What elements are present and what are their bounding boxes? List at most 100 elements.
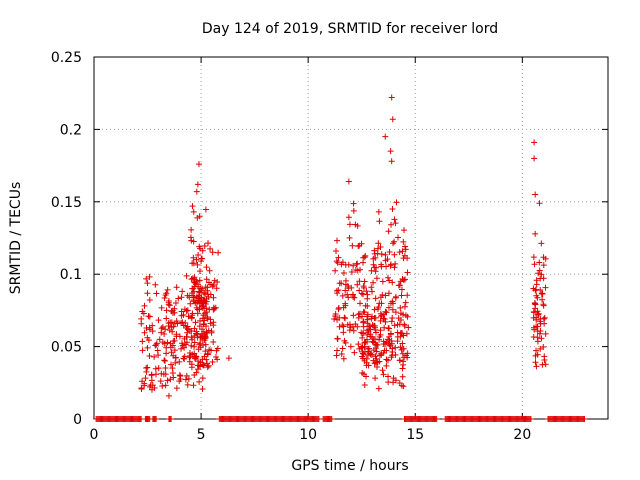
data-point <box>381 315 388 322</box>
data-point <box>372 375 379 382</box>
data-point <box>361 381 368 388</box>
data-point <box>385 290 392 297</box>
data-point <box>177 373 184 380</box>
data-point <box>533 363 540 370</box>
data-point <box>165 320 172 327</box>
data-point <box>203 295 210 302</box>
data-point <box>371 315 378 322</box>
data-point <box>191 339 198 346</box>
data-point <box>334 316 341 323</box>
data-point <box>210 304 217 311</box>
data-point <box>214 278 221 285</box>
data-point <box>151 353 158 360</box>
data-point <box>379 367 386 374</box>
data-point <box>169 309 176 316</box>
data-point <box>155 365 162 372</box>
data-point <box>201 317 208 324</box>
data-point <box>532 301 539 308</box>
data-point <box>196 378 203 385</box>
data-point <box>533 281 540 288</box>
data-point <box>215 249 222 256</box>
x-tick-label: 0 <box>90 427 99 443</box>
data-point <box>542 330 549 337</box>
data-point <box>370 357 377 364</box>
data-point <box>143 275 150 282</box>
data-point <box>433 416 440 422</box>
data-point <box>182 341 189 348</box>
data-point <box>402 246 409 253</box>
data-point <box>346 321 353 328</box>
data-point <box>168 324 175 331</box>
x-tick-label: 20 <box>513 427 531 443</box>
data-point <box>175 295 182 302</box>
data-point <box>339 322 346 329</box>
x-tick-label: 5 <box>197 427 206 443</box>
grid-lines <box>94 57 608 419</box>
data-point <box>171 337 178 344</box>
data-point <box>541 353 548 360</box>
data-point <box>141 329 148 336</box>
data-point <box>539 296 546 303</box>
data-point <box>189 351 196 358</box>
x-tick-label: 10 <box>299 427 317 443</box>
data-point <box>178 312 185 319</box>
data-point <box>162 382 169 389</box>
data-point <box>176 358 183 365</box>
data-point <box>331 316 338 323</box>
data-point <box>373 364 380 371</box>
data-point <box>174 320 181 327</box>
data-point <box>328 416 335 422</box>
data-point <box>359 350 366 357</box>
data-point <box>542 361 549 368</box>
data-point <box>194 334 201 341</box>
data-point <box>375 208 382 215</box>
data-point <box>148 372 155 379</box>
data-point <box>371 306 378 313</box>
data-point <box>187 300 194 307</box>
data-point <box>158 325 165 332</box>
data-point <box>164 377 171 384</box>
data-point <box>375 385 382 392</box>
data-point <box>204 287 211 294</box>
data-point <box>373 275 380 282</box>
data-point <box>206 306 213 313</box>
data-point <box>398 286 405 293</box>
data-point <box>374 305 381 312</box>
data-point <box>393 199 400 206</box>
data-point <box>334 335 341 342</box>
data-point <box>201 243 208 250</box>
data-point <box>162 357 169 364</box>
data-point <box>377 317 384 324</box>
data-point <box>139 338 146 345</box>
y-tick-label: 0.05 <box>51 340 82 356</box>
data-point <box>340 269 347 276</box>
data-point <box>536 259 543 266</box>
data-point <box>202 333 209 340</box>
data-point <box>204 364 211 371</box>
data-point <box>376 336 383 343</box>
data-point <box>195 297 202 304</box>
data-point <box>344 291 351 298</box>
data-point <box>183 307 190 314</box>
data-point <box>532 352 539 359</box>
data-point <box>181 353 188 360</box>
data-point <box>193 188 200 195</box>
data-point <box>364 320 371 327</box>
data-point <box>381 347 388 354</box>
data-point <box>168 361 175 368</box>
data-point <box>200 312 207 319</box>
data-point <box>141 302 148 309</box>
data-point <box>389 279 396 286</box>
data-point <box>196 277 203 284</box>
data-point <box>404 292 411 299</box>
data-point <box>382 251 389 258</box>
data-point <box>184 329 191 336</box>
data-point <box>152 281 159 288</box>
data-point <box>340 355 347 362</box>
data-point <box>355 314 362 321</box>
data-point <box>146 352 153 359</box>
data-point <box>199 386 206 393</box>
data-point <box>333 237 340 244</box>
data-point <box>400 358 407 365</box>
